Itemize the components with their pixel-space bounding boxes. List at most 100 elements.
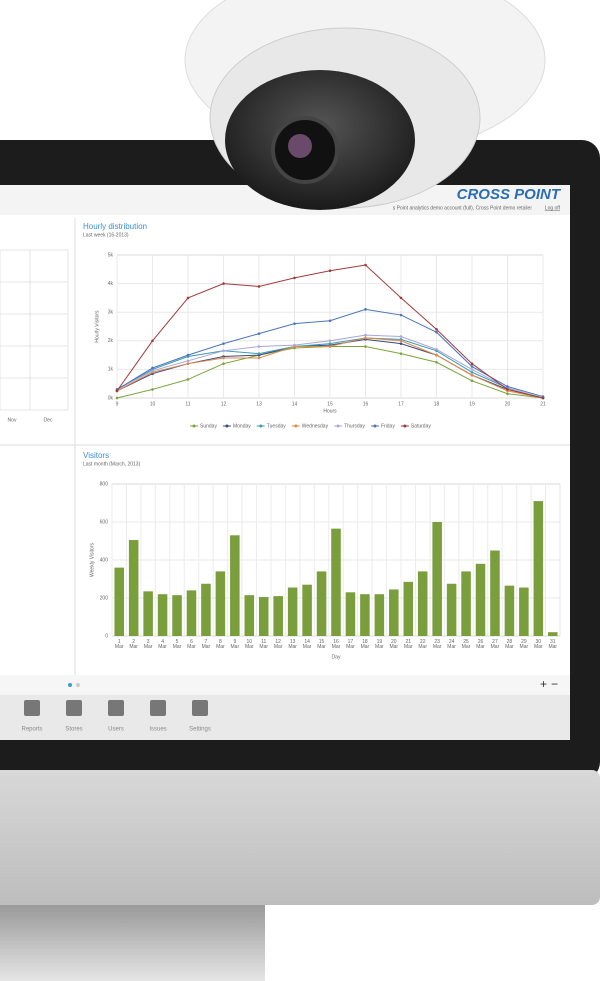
monitor-stand: [0, 905, 265, 981]
data-point: [400, 342, 403, 345]
data-point: [542, 397, 545, 400]
data-point: [400, 352, 403, 355]
x-tick-label: 4 Mar: [158, 640, 167, 650]
x-tick-label: 10: [150, 401, 156, 407]
page-dot[interactable]: [76, 683, 80, 687]
data-point: [506, 388, 509, 391]
bar: [230, 535, 240, 636]
data-point: [471, 374, 474, 377]
x-tick-label: 7 Mar: [202, 640, 211, 650]
x-tick-label: 10 Mar: [245, 640, 254, 650]
data-point: [187, 354, 190, 357]
bar: [418, 571, 428, 636]
bar: [114, 568, 124, 636]
account-info: s Point analytics demo account (full), C…: [393, 205, 533, 211]
x-tick-label: 30 Mar: [534, 640, 543, 650]
x-tick-label: 22 Mar: [418, 640, 427, 650]
bar: [375, 594, 385, 636]
zoom-out[interactable]: −: [551, 677, 558, 691]
bar: [187, 590, 197, 636]
data-point: [116, 397, 119, 400]
bar: [143, 591, 153, 636]
data-point: [471, 380, 474, 383]
data-point: [400, 340, 403, 343]
data-point: [116, 390, 119, 393]
chart-subtitle: Last month (March, 2013): [83, 461, 141, 467]
legend-swatch: [337, 425, 340, 428]
x-tick-label: 13 Mar: [288, 640, 297, 650]
x-tick-label: 12 Mar: [274, 640, 283, 650]
legend-label: Friday: [381, 423, 395, 429]
legend-label: Tuesday: [267, 423, 286, 429]
chart-title: Visitors: [83, 451, 109, 460]
data-point: [364, 334, 367, 337]
y-tick-label: 400: [100, 557, 109, 563]
x-tick-label: 14 Mar: [303, 640, 312, 650]
bar: [158, 594, 168, 636]
data-point: [151, 340, 154, 343]
data-point: [471, 371, 474, 374]
x-tick-label: 2 Mar: [129, 640, 138, 650]
bar: [273, 596, 283, 636]
legend-label: Wednesday: [302, 423, 329, 429]
toolbar-label: Stores: [65, 727, 82, 733]
y-tick-label: 0: [105, 633, 108, 639]
bar: [505, 586, 515, 636]
x-tick-label: 21: [540, 401, 546, 407]
data-point: [187, 378, 190, 381]
y-tick-label: 4k: [108, 281, 114, 287]
toolbar-icon: [150, 700, 166, 716]
toolbar-label: Issues: [149, 727, 166, 733]
x-tick-label: 17 Mar: [346, 640, 355, 650]
x-tick-label: 6 Mar: [187, 640, 196, 650]
data-point: [258, 357, 261, 360]
bar: [302, 585, 312, 636]
data-point: [187, 362, 190, 365]
data-point: [435, 328, 438, 331]
toolbar-label: Reports: [21, 727, 42, 733]
toolbar-icon: [24, 700, 40, 716]
data-point: [329, 319, 332, 322]
y-tick-label: 0k: [108, 395, 114, 401]
pager-bar: [0, 675, 570, 695]
bar: [403, 582, 413, 636]
legend-label: Sunday: [200, 423, 217, 429]
data-point: [506, 392, 509, 395]
x-tick-label: 20 Mar: [389, 640, 398, 650]
data-point: [506, 385, 509, 388]
bar: [346, 592, 356, 636]
toolbar-icon: [108, 700, 124, 716]
logoff-link[interactable]: Log off: [545, 205, 561, 211]
toolbar-icon: [66, 700, 82, 716]
toolbar-label: Users: [108, 727, 124, 733]
legend-swatch: [259, 425, 262, 428]
zoom-in[interactable]: +: [540, 677, 547, 691]
x-tick-label: 14: [292, 401, 298, 407]
x-tick-label: 20: [505, 401, 511, 407]
bar: [331, 529, 341, 636]
data-point: [222, 350, 225, 353]
x-tick-label: 24 Mar: [447, 640, 456, 650]
data-point: [400, 297, 403, 300]
y-tick-label: 5k: [108, 252, 114, 258]
data-point: [187, 297, 190, 300]
legend-label: Thursday: [344, 423, 365, 429]
y-tick-label: 200: [100, 595, 109, 601]
x-tick-label: 1 Mar: [115, 640, 124, 650]
x-tick-label: 28 Mar: [505, 640, 514, 650]
y-tick-label: 2k: [108, 338, 114, 344]
data-point: [471, 362, 474, 365]
data-point: [151, 370, 154, 373]
page-dot[interactable]: [68, 683, 72, 687]
bar: [548, 632, 558, 636]
bar: [534, 501, 544, 636]
x-tick-label: 26 Mar: [476, 640, 485, 650]
data-point: [258, 332, 261, 335]
data-point: [222, 362, 225, 365]
monitor-chin: [0, 770, 600, 905]
legend-label: Saturday: [411, 423, 432, 429]
data-point: [400, 335, 403, 338]
brand: CROSS POINT: [457, 186, 562, 203]
x-tick-label: 15: [327, 401, 333, 407]
legend-label: Monday: [233, 423, 251, 429]
